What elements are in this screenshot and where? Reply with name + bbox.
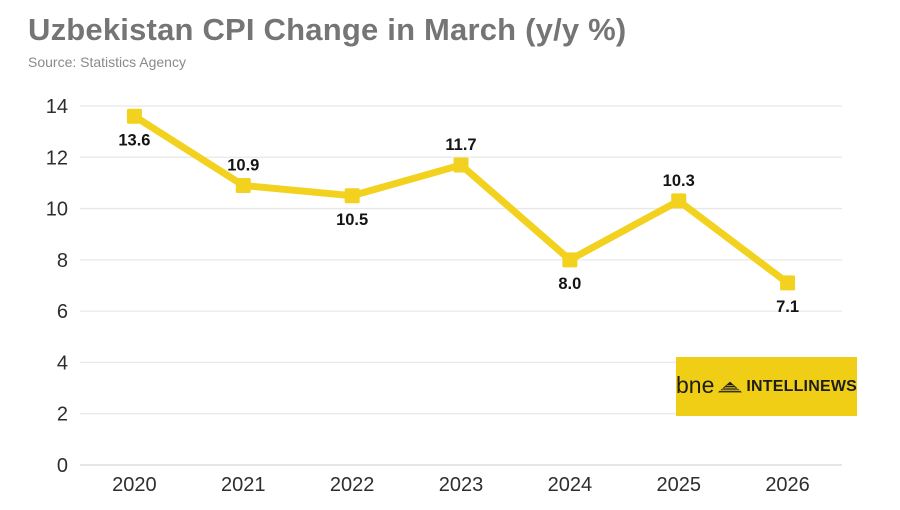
- y-tick-label-6: 6: [57, 301, 68, 323]
- data-point-marker-2022: [344, 188, 360, 204]
- data-point-label-2022: 10.5: [336, 211, 368, 229]
- data-point-marker-2024: [562, 252, 578, 268]
- data-point-label-2025: 10.3: [663, 172, 695, 190]
- x-tick-label-2022: 2022: [330, 474, 375, 496]
- y-tick-label-2: 2: [57, 404, 68, 426]
- y-tick-label-4: 4: [57, 352, 68, 374]
- data-point-label-2023: 11.7: [445, 136, 476, 154]
- intellinews-logo-text: INTELLINEWS: [746, 377, 857, 395]
- x-tick-label-2024: 2024: [548, 474, 593, 496]
- data-point-marker-2021: [235, 177, 251, 193]
- y-tick-label-8: 8: [57, 250, 68, 272]
- y-tick-label-14: 14: [46, 96, 68, 118]
- y-tick-label-10: 10: [46, 199, 68, 221]
- y-tick-label-12: 12: [46, 147, 68, 169]
- data-point-marker-2023: [453, 157, 469, 173]
- data-point-label-2020: 13.6: [118, 131, 150, 149]
- data-point-marker-2025: [671, 193, 687, 209]
- chart-source: Source: Statistics Agency: [28, 54, 186, 70]
- bne-logo-text: bne: [676, 372, 715, 398]
- mountain-icon: [718, 381, 743, 392]
- x-tick-label-2025: 2025: [656, 474, 701, 496]
- data-point-marker-2026: [780, 275, 796, 291]
- chart-title: Uzbekistan CPI Change in March (y/y %): [28, 12, 627, 47]
- x-tick-label-2020: 2020: [112, 474, 157, 496]
- x-tick-label-2021: 2021: [221, 474, 266, 496]
- data-point-label-2024: 8.0: [558, 275, 581, 293]
- data-point-label-2021: 10.9: [227, 156, 259, 174]
- data-point-marker-2020: [126, 108, 142, 124]
- bne-intellinews-logo: bne INTELLINEWS: [676, 357, 857, 416]
- y-tick-label-0: 0: [57, 455, 68, 477]
- x-tick-label-2023: 2023: [439, 474, 484, 496]
- x-tick-label-2026: 2026: [765, 474, 810, 496]
- data-point-label-2026: 7.1: [776, 298, 799, 316]
